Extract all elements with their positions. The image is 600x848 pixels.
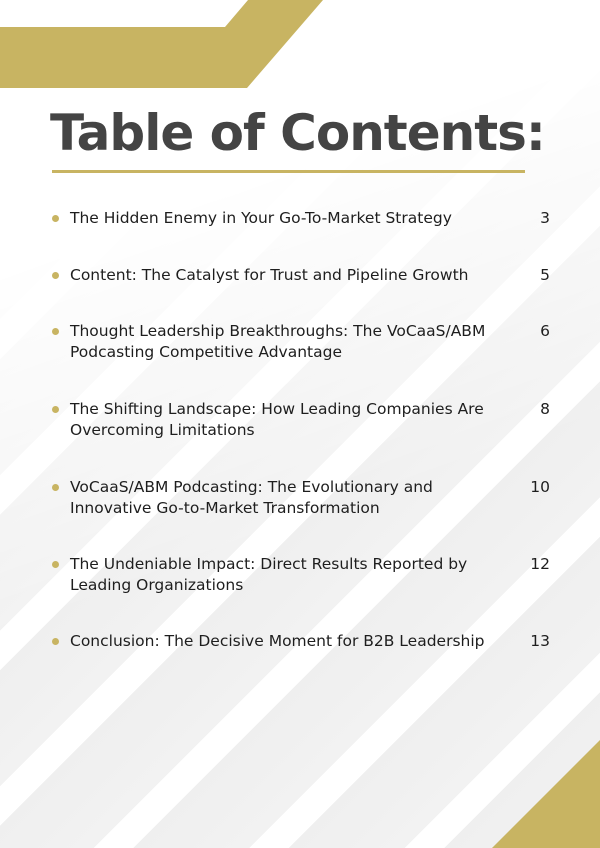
toc-entry-title: VoCaaS/ABM Podcasting: The Evolutionary … <box>70 478 433 517</box>
title-underline <box>52 170 525 173</box>
toc-entry-title: Conclusion: The Decisive Moment for B2B … <box>70 632 485 650</box>
toc-entry-title: The Undeniable Impact: Direct Results Re… <box>70 555 468 594</box>
top-gold-banner <box>0 0 323 88</box>
bullet-icon <box>52 406 59 413</box>
toc-entry[interactable]: The Undeniable Impact: Direct Results Re… <box>52 554 550 596</box>
toc-entry-page: 12 <box>530 555 550 573</box>
page-title: Table of Contents: <box>50 104 546 162</box>
toc-entry[interactable]: Thought Leadership Breakthroughs: The Vo… <box>52 321 550 363</box>
toc-entry[interactable]: Content: The Catalyst for Trust and Pipe… <box>52 265 550 286</box>
toc-entry-title: The Shifting Landscape: How Leading Comp… <box>70 400 484 439</box>
toc-entry-page: 8 <box>540 400 550 418</box>
toc-entry[interactable]: The Shifting Landscape: How Leading Comp… <box>52 399 550 441</box>
bullet-icon <box>52 561 59 568</box>
toc-entry-page: 13 <box>530 632 550 650</box>
bullet-icon <box>52 328 59 335</box>
toc-entry-title: Thought Leadership Breakthroughs: The Vo… <box>70 322 486 361</box>
bullet-icon <box>52 215 59 222</box>
toc-entry-page: 3 <box>540 209 550 227</box>
bullet-icon <box>52 272 59 279</box>
toc-entry-title: The Hidden Enemy in Your Go-To-Market St… <box>70 209 452 227</box>
toc-entry-page: 5 <box>540 266 550 284</box>
toc-entry[interactable]: The Hidden Enemy in Your Go-To-Market St… <box>52 208 550 229</box>
bullet-icon <box>52 638 59 645</box>
toc-entry[interactable]: Conclusion: The Decisive Moment for B2B … <box>52 631 550 652</box>
toc-entry-page: 10 <box>530 478 550 496</box>
toc-entry-title: Content: The Catalyst for Trust and Pipe… <box>70 266 469 284</box>
toc-entry-page: 6 <box>540 322 550 340</box>
bottom-gold-triangle <box>492 740 600 848</box>
bullet-icon <box>52 484 59 491</box>
toc-entry[interactable]: VoCaaS/ABM Podcasting: The Evolutionary … <box>52 477 550 519</box>
